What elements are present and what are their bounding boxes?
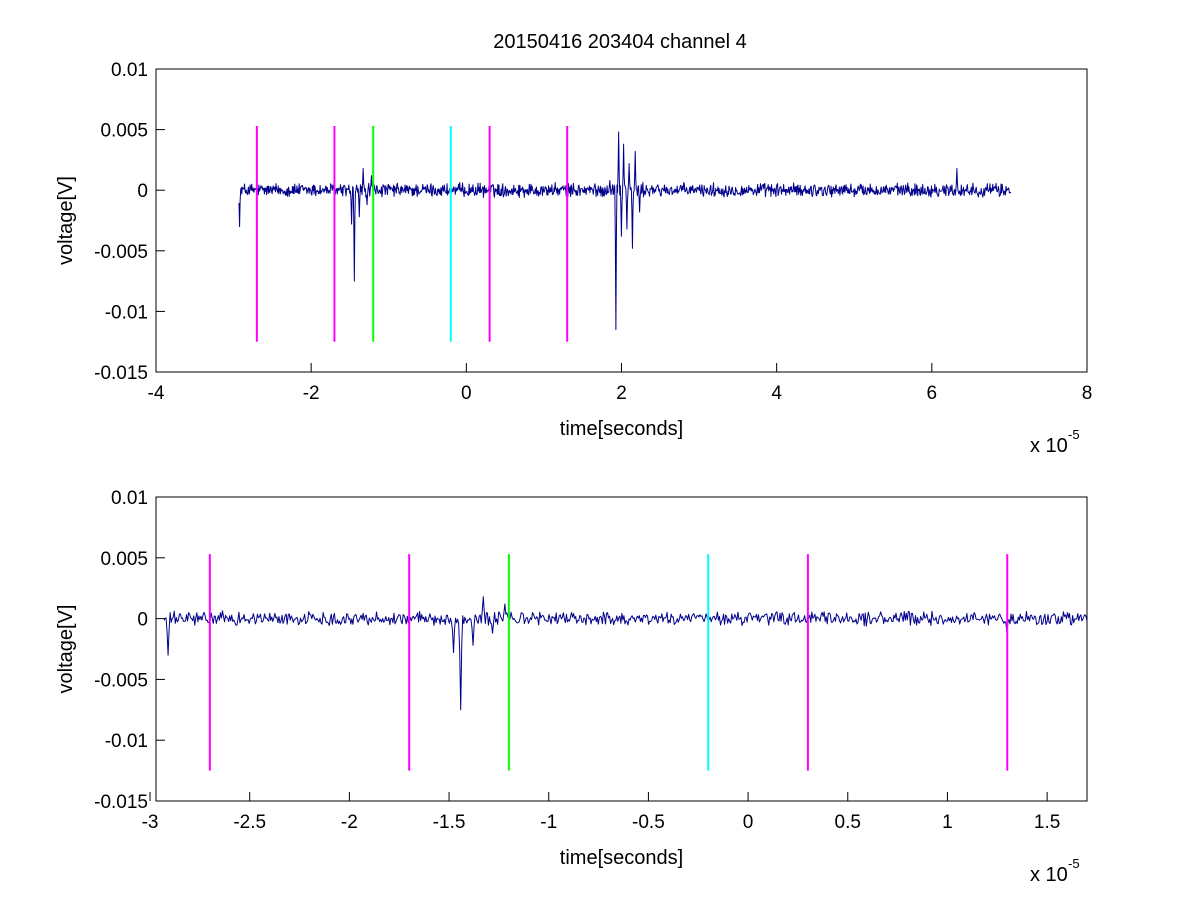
- plot-1-xtick-label: 0.5: [835, 812, 861, 833]
- plot-1-x-exponent: x 10: [1030, 864, 1068, 886]
- plot-0-xtick-label: -2: [303, 383, 320, 404]
- plot-0-xtick-label: 8: [1082, 383, 1093, 404]
- plot-1-ytick-label: 0.01: [111, 488, 148, 509]
- plot-1-xtick-label: 0: [743, 812, 754, 833]
- plot-0-ytick-label: -0.005: [94, 242, 148, 263]
- plot-1-xtick-label: -2.5: [233, 812, 266, 833]
- plot-0-xtick-label: -4: [148, 383, 165, 404]
- plot-0-xtick-label: 6: [927, 383, 938, 404]
- figure-title: 20150416 203404 channel 4: [493, 31, 747, 53]
- plot-0-ytick-label: 0.005: [100, 121, 148, 142]
- plot-1-ytick-label: 0.005: [100, 549, 148, 570]
- plot-0-ytick-label: -0.01: [105, 302, 148, 323]
- plot-0-xtick-label: 2: [616, 383, 627, 404]
- plot-0-xtick-label: 4: [771, 383, 782, 404]
- plot-1-xtick-label: -3: [142, 812, 159, 833]
- plot-0-ytick-label: -0.015: [94, 363, 148, 384]
- plot-1-ytick-label: -0.005: [94, 670, 148, 691]
- plot-1-xtick-label: -0.5: [632, 812, 665, 833]
- top-plot: -4 -2 0 2 4 6 8 -0.015 -0.01 -0.005 0 0.005 0.01 time…: [55, 60, 1092, 457]
- plot-1-xtick-label: -1: [540, 812, 557, 833]
- plot-1-xlabel: time[seconds]: [560, 847, 683, 869]
- plot-1-signal-trace: [163, 596, 1088, 711]
- plot-0-signal-trace: [238, 131, 1012, 331]
- plot-1-axes-box: [155, 496, 1088, 802]
- plot-1-ylabel: voltage[V]: [55, 605, 77, 694]
- bottom-plot: -3 -2.5 -2 -1.5 -1 -0.5 0 0.5 1 1.5 -0.015 -0.01 -0.…: [55, 488, 1088, 886]
- plot-1-xtick-label: 1.5: [1034, 812, 1060, 833]
- plot-0-xtick-label: 0: [461, 383, 472, 404]
- plot-1-ytick-label: -0.015: [94, 792, 148, 813]
- plot-1-xtick-label: 1: [942, 812, 953, 833]
- plot-1-xtick-label: -2: [341, 812, 358, 833]
- plot-1-ytick-label: -0.01: [105, 731, 148, 752]
- plot-1-xtick-label: -1.5: [433, 812, 466, 833]
- plot-0-ylabel: voltage[V]: [55, 176, 77, 265]
- plot-0-ytick-label: 0.01: [111, 60, 148, 81]
- plot-1-x-exponent-power: -5: [1068, 856, 1080, 871]
- plot-0-xlabel: time[seconds]: [560, 418, 683, 440]
- plot-0-x-exponent: x 10: [1030, 435, 1068, 457]
- plot-1-ytick-label: 0: [137, 610, 148, 631]
- plot-0-ytick-label: 0: [137, 181, 148, 202]
- plot-0-x-exponent-power: -5: [1068, 427, 1080, 442]
